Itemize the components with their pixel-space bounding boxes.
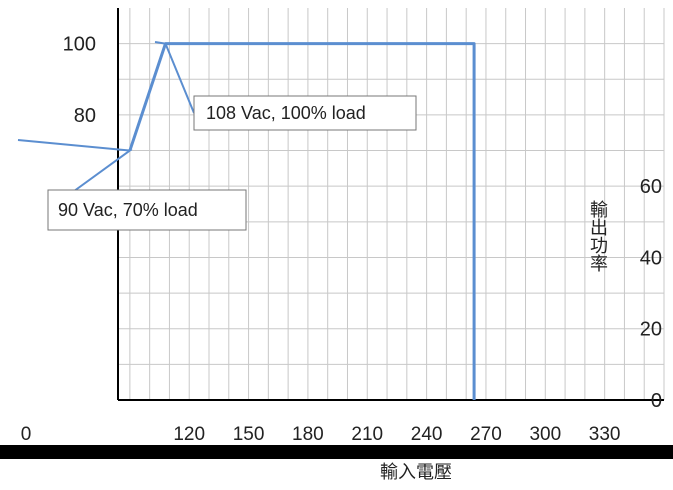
- x-tick-label: 180: [292, 424, 324, 445]
- series-layer: [128, 42, 476, 400]
- right-axis-label: 輸出功率: [588, 200, 608, 272]
- y-tick-label: 100: [63, 34, 96, 56]
- x-tick-label: 270: [470, 424, 502, 445]
- y-tick-label: 20: [640, 319, 662, 341]
- bottom-axis-label: 輸入電壓: [380, 462, 452, 482]
- y-tick-label: 60: [640, 176, 662, 198]
- x-tick-label: 210: [351, 424, 383, 445]
- series-line: [128, 42, 476, 400]
- x-tick-label: 0: [21, 424, 32, 445]
- x-tick-label: 240: [411, 424, 443, 445]
- annotation-pointer: [154, 41, 195, 114]
- y-tick-label: 0: [651, 390, 662, 412]
- bottom-band: [0, 445, 673, 459]
- annotation-box: [193, 95, 417, 131]
- x-tick-label: 330: [589, 424, 621, 445]
- x-tick-label: 300: [529, 424, 561, 445]
- y-tick-label: 40: [640, 247, 662, 269]
- annotation-text: 90 Vac, 70% load: [58, 200, 198, 220]
- tick-layer: 0 20 40 60 80 100 0 120 150 180 210 240 270 300 330: [21, 34, 662, 445]
- x-tick-label: 120: [173, 424, 205, 445]
- annotation-text: 108 Vac, 100% load: [206, 103, 366, 123]
- x-tick-label: 150: [233, 424, 265, 445]
- annotation-layer: 90 Vac, 70% load 108 Vac, 100% load: [17, 41, 417, 231]
- y-tick-label: 80: [74, 105, 96, 127]
- annotation-box: [47, 189, 247, 231]
